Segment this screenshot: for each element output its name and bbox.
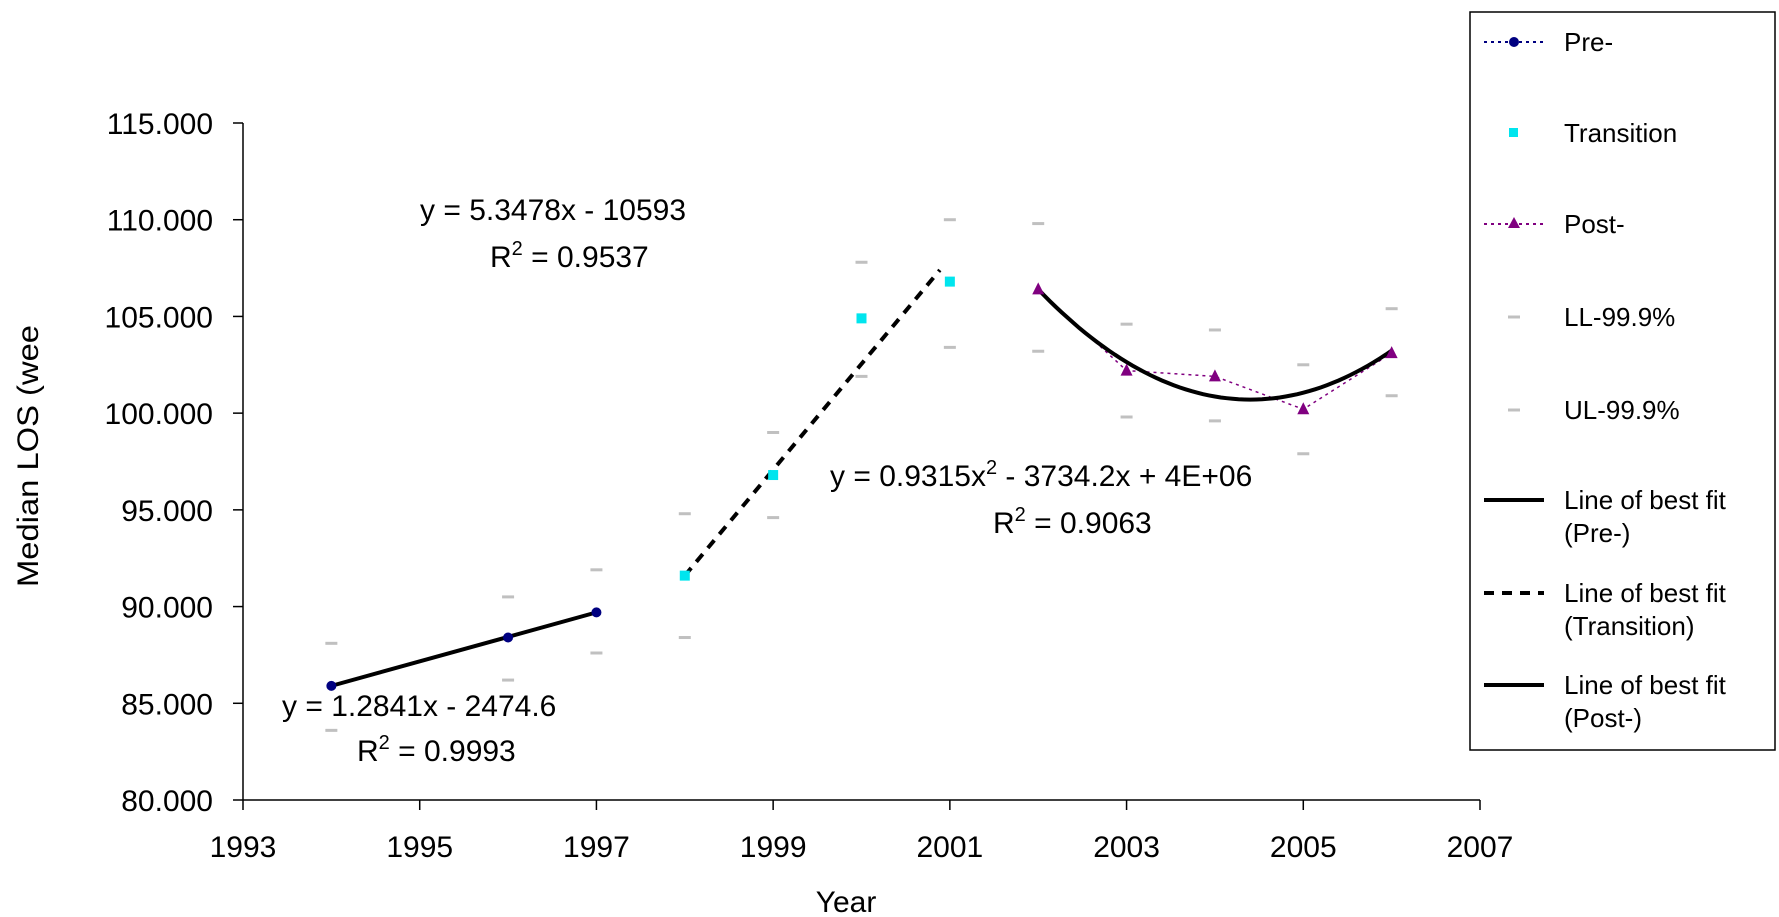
legend-label-fit-transition-2: (Transition) bbox=[1564, 611, 1695, 641]
legend-label-post: Post- bbox=[1564, 209, 1625, 239]
y-tick-label: 80.000 bbox=[121, 785, 213, 818]
fit-equation-transition: y = 5.3478x - 10593 bbox=[420, 194, 686, 227]
legend-label-ul: UL-99.9% bbox=[1564, 395, 1680, 425]
transition-point bbox=[679, 570, 690, 581]
legend-label-fit-transition-1: Line of best fit bbox=[1564, 578, 1727, 608]
fit-equation-pre: y = 1.2841x - 2474.6 bbox=[282, 690, 556, 723]
x-tick-label: 1999 bbox=[740, 831, 807, 864]
x-tick-label: 2003 bbox=[1093, 831, 1160, 864]
legend-item-ul: UL-99.9% bbox=[1508, 395, 1680, 425]
pre-point bbox=[591, 607, 602, 618]
x-tick-label: 2005 bbox=[1270, 831, 1337, 864]
y-tick-label: 95.000 bbox=[121, 495, 213, 528]
chart-marks bbox=[325, 218, 1398, 732]
y-tick-label: 110.000 bbox=[107, 205, 213, 238]
y-tick-label: 90.000 bbox=[121, 592, 213, 625]
post-point bbox=[1385, 346, 1398, 359]
fit-r2-post: R2 = 0.9063 bbox=[993, 504, 1152, 540]
y-axis-title: Median LOS (wee bbox=[12, 325, 45, 587]
y-tick-label: 85.000 bbox=[121, 688, 213, 721]
legend-label-fit-post-2: (Post-) bbox=[1564, 703, 1642, 733]
legend-item-post: Post- bbox=[1484, 209, 1625, 239]
fit-equation-post: y = 0.9315x2 - 3734.2x + 4E+06 bbox=[830, 457, 1252, 493]
legend-label-fit-pre-1: Line of best fit bbox=[1564, 485, 1727, 515]
fit-line-pre bbox=[330, 610, 597, 688]
legend-label-fit-pre-2: (Pre-) bbox=[1564, 518, 1630, 548]
x-tick-label: 1997 bbox=[563, 831, 630, 864]
post-series-line bbox=[1037, 288, 1393, 411]
legend-item-fit-pre: Line of best fit (Pre-) bbox=[1484, 485, 1727, 548]
x-tick-label: 1993 bbox=[210, 831, 277, 864]
legend-label-transition: Transition bbox=[1564, 118, 1677, 148]
y-tick-label: 115.000 bbox=[107, 108, 213, 141]
legend-item-ll: LL-99.9% bbox=[1508, 302, 1675, 332]
legend-item-transition: Transition bbox=[1509, 118, 1677, 148]
x-tick-label: 1995 bbox=[386, 831, 453, 864]
transition-point bbox=[944, 276, 955, 287]
y-tick-label: 105.000 bbox=[105, 301, 213, 334]
pre-point bbox=[503, 632, 514, 643]
legend-label-fit-post-1: Line of best fit bbox=[1564, 670, 1727, 700]
post-point bbox=[1297, 402, 1310, 415]
fit-r2-transition: R2 = 0.9537 bbox=[490, 238, 649, 274]
legend-item-pre: Pre- bbox=[1484, 27, 1613, 57]
transition-point bbox=[856, 313, 867, 324]
post-point bbox=[1208, 369, 1221, 382]
y-tick-label: 100.000 bbox=[105, 398, 213, 431]
x-axis-title: Year bbox=[816, 886, 877, 917]
axes: 80.000 85.000 90.000 95.000 100.000 105.000 11… bbox=[105, 108, 1514, 864]
fit-line-transition bbox=[683, 268, 942, 577]
legend-label-pre: Pre- bbox=[1564, 27, 1613, 57]
legend: Pre- Transition Post- LL-99.9% UL-99.9% … bbox=[1469, 11, 1776, 751]
legend-item-fit-transition: Line of best fit (Transition) bbox=[1484, 578, 1727, 641]
fit-curve-post bbox=[1036, 287, 1393, 402]
post-point bbox=[1032, 282, 1045, 295]
legend-item-fit-post: Line of best fit (Post-) bbox=[1484, 670, 1727, 733]
legend-frame bbox=[1469, 11, 1776, 751]
fit-r2-pre: R2 = 0.9993 bbox=[357, 732, 516, 768]
pre-point bbox=[326, 680, 337, 691]
legend-label-ll: LL-99.9% bbox=[1564, 302, 1675, 332]
post-point bbox=[1120, 363, 1133, 376]
transition-point bbox=[768, 470, 779, 481]
x-tick-label: 2007 bbox=[1447, 831, 1514, 864]
x-tick-label: 2001 bbox=[916, 831, 983, 864]
